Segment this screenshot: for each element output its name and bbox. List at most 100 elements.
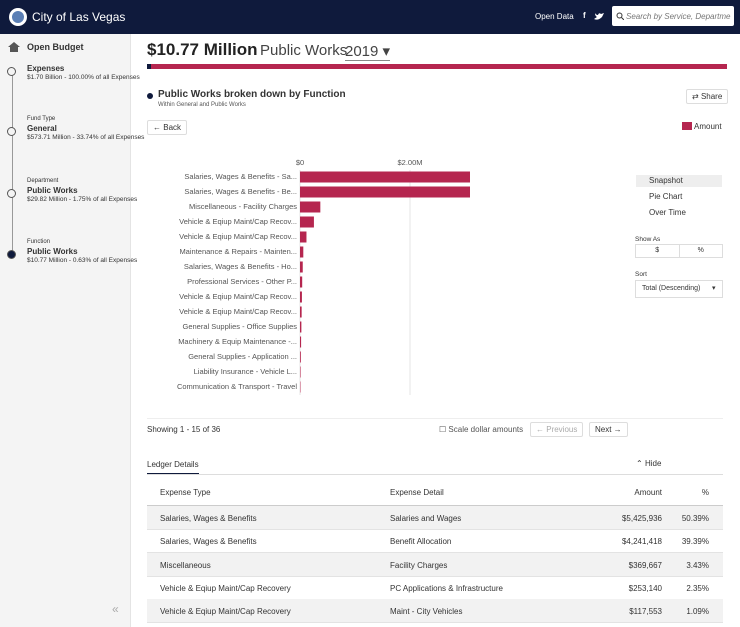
step-dot [7, 250, 16, 259]
nav-bar: City of Las Vegas Open Data f Search by … [0, 0, 740, 34]
hide-button[interactable]: ⌃ Hide [636, 459, 662, 468]
chart-subtitle: Within General and Public Works [158, 102, 246, 108]
step-detail: $10.77 Million - 0.63% of all Expenses [27, 257, 138, 264]
divider [147, 418, 723, 419]
table-cell: Maint - City Vehicles [390, 607, 463, 617]
next-button[interactable]: Next → [589, 422, 628, 437]
view-button[interactable]: Pie Chart [649, 192, 683, 201]
logo [9, 8, 27, 26]
timeline [12, 72, 13, 255]
y-tick-label: General Supplies - Application ... [188, 352, 297, 361]
show-percent[interactable]: % [697, 247, 704, 254]
bar [300, 186, 470, 198]
table-cell: Benefit Allocation [390, 537, 452, 547]
x-tick-label: $0 [296, 158, 304, 167]
sidebar-title[interactable]: Open Budget [27, 42, 84, 52]
back-button[interactable]: ← Back [147, 120, 188, 135]
title-dot [147, 93, 153, 99]
year-select[interactable]: 2019 ▾ [345, 43, 391, 61]
x-tick-label: $2.00M [397, 158, 422, 167]
y-tick-label: Vehicle & Eqiup Maint/Cap Recov... [179, 307, 297, 316]
step-kicker: Department [27, 178, 59, 184]
row-border [147, 622, 723, 624]
y-tick-label: Liability Insurance - Vehicle L... [194, 367, 297, 376]
view-button[interactable]: Snapshot [636, 175, 722, 187]
search-icon [616, 12, 624, 20]
sort-select[interactable]: Total (Descending) ▾ [635, 280, 723, 298]
step-detail: $29.82 Million - 1.75% of all Expenses [27, 196, 138, 203]
bar [300, 276, 303, 288]
header-amount: $10.77 Million [147, 40, 258, 59]
sort-label: Sort [635, 271, 647, 278]
search-placeholder: Search by Service, Departme [626, 12, 731, 21]
view-button[interactable]: Over Time [649, 208, 686, 217]
table-cell: Salaries, Wages & Benefits [160, 537, 257, 547]
scale-checkbox[interactable]: ☐ Scale dollar amounts [439, 425, 524, 434]
table-cell: 39.39% [681, 537, 709, 547]
bar [300, 201, 321, 213]
y-tick-label: Maintenance & Repairs - Mainten... [179, 247, 297, 256]
step-name: Public Works [27, 186, 78, 195]
showing: Showing 1 - 15 of 36 [147, 425, 221, 434]
facebook-icon[interactable]: f [583, 11, 586, 20]
step-kicker: Fund Type [27, 116, 56, 122]
twitter-icon[interactable] [594, 12, 604, 21]
divider [147, 505, 723, 506]
bar [300, 291, 302, 303]
divider [147, 474, 723, 475]
ledger-tab[interactable]: Ledger Details [147, 460, 199, 475]
column-header: % [701, 488, 709, 497]
y-tick-label: Salaries, Wages & Benefits - Ho... [184, 262, 297, 271]
table-cell: $4,241,418 [621, 537, 662, 547]
bar [300, 306, 302, 318]
bar [300, 366, 301, 378]
table-cell: Salaries and Wages [390, 514, 462, 523]
y-tick-label: Salaries, Wages & Benefits - Sa... [184, 172, 297, 181]
column-header: Amount [634, 488, 662, 497]
header-name: Public Works [260, 42, 348, 59]
search-box[interactable]: Search by Service, Departme [612, 6, 734, 26]
share-button[interactable]: ⇄ Share [686, 89, 729, 104]
show-as-toggle[interactable]: $ % [635, 244, 723, 258]
previous-button[interactable]: ← Previous [530, 422, 584, 437]
table-cell: 50.39% [681, 514, 709, 523]
column-header: Expense Detail [390, 488, 444, 497]
row-border [147, 529, 723, 530]
y-tick-label: Professional Services - Other P... [187, 277, 297, 286]
brand[interactable]: City of Las Vegas [32, 10, 126, 24]
y-tick-label: Vehicle & Eqiup Maint/Cap Recov... [179, 232, 297, 241]
bar [300, 171, 470, 183]
table-cell: 1.09% [686, 607, 709, 617]
header-bar [147, 64, 727, 69]
home-icon [8, 42, 20, 52]
sidebar: Open Budget « Expenses $1.70 Billion - 10… [0, 34, 144, 627]
table-cell: PC Applications & Infrastructure [390, 583, 503, 593]
bar [300, 246, 304, 258]
table-cell: Vehicle & Eqiup Maint/Cap Recovery [160, 583, 291, 593]
step-name: General [27, 124, 57, 133]
chart-title: Public Works broken down by Function [158, 89, 346, 100]
scale-label: Scale dollar amounts [448, 425, 524, 434]
step-name: Public Works [27, 247, 78, 256]
table-cell: $253,140 [628, 583, 662, 593]
y-tick-label: Miscellaneous - Facility Charges [189, 202, 297, 211]
bar [300, 261, 303, 273]
step-dot [7, 127, 16, 136]
collapse[interactable]: « [112, 602, 119, 616]
show-dollar[interactable]: $ [636, 245, 680, 257]
bar [300, 216, 314, 228]
step-name: Expenses [27, 64, 65, 73]
bar [300, 231, 307, 243]
step-dot [7, 189, 16, 198]
row-background [147, 552, 723, 576]
y-tick-label: Machinery & Equip Maintenance -... [178, 337, 297, 346]
nav-link[interactable]: Open Data [535, 12, 574, 21]
step-kicker: Function [27, 239, 51, 245]
back: Back [163, 123, 182, 132]
step-detail: $1.70 Billion - 100.00% of all Expenses [27, 74, 140, 81]
table-cell: $117,553 [629, 607, 662, 617]
table-cell: 2.35% [686, 583, 709, 593]
table-cell: $5,425,936 [621, 514, 662, 523]
bar [300, 351, 301, 363]
